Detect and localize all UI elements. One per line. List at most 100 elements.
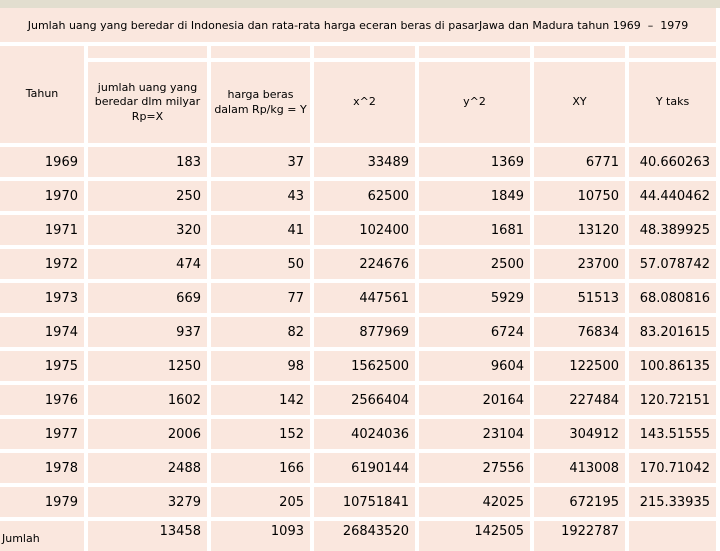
year-cell[interactable]: 1973 [0, 283, 84, 313]
year-cell[interactable]: 1971 [0, 215, 84, 245]
value-cell[interactable]: 23104 [419, 419, 530, 449]
value-cell[interactable]: 4024036 [314, 419, 415, 449]
value-cell[interactable]: 320 [88, 215, 207, 245]
value-cell[interactable]: 10750 [534, 181, 625, 211]
value-cell[interactable]: 120.72151 [629, 385, 716, 415]
value-cell[interactable]: 44.440462 [629, 181, 716, 211]
spacer-cell[interactable] [534, 46, 625, 58]
value-cell[interactable]: 40.660263 [629, 147, 716, 177]
value-cell[interactable]: 50 [211, 249, 310, 279]
value-cell[interactable]: 98 [211, 351, 310, 381]
value-cell[interactable]: 77 [211, 283, 310, 313]
value-cell[interactable]: 3279 [88, 487, 207, 517]
value-cell[interactable]: 183 [88, 147, 207, 177]
year-cell[interactable]: 1977 [0, 419, 84, 449]
value-cell[interactable]: 1602 [88, 385, 207, 415]
spacer-cell[interactable] [88, 46, 207, 58]
value-cell[interactable]: 2488 [88, 453, 207, 483]
value-cell[interactable]: 68.080816 [629, 283, 716, 313]
value-cell[interactable]: 474 [88, 249, 207, 279]
value-cell[interactable]: 37 [211, 147, 310, 177]
value-cell[interactable]: 152 [211, 419, 310, 449]
value-cell[interactable]: 20164 [419, 385, 530, 415]
value-cell[interactable]: 142505 [419, 521, 530, 551]
value-cell[interactable]: 6190144 [314, 453, 415, 483]
value-cell[interactable]: 57.078742 [629, 249, 716, 279]
spacer-cell[interactable] [419, 46, 530, 58]
spacer-cell[interactable] [211, 46, 310, 58]
spacer-cell[interactable] [629, 46, 716, 58]
total-label-cell[interactable]: Jumlah [0, 521, 84, 551]
value-cell[interactable]: 100.86135 [629, 351, 716, 381]
value-cell[interactable]: 1681 [419, 215, 530, 245]
year-cell[interactable]: 1975 [0, 351, 84, 381]
header-cell-y-taks[interactable]: Y taks [629, 62, 716, 143]
top-margin-strip [0, 0, 720, 8]
value-cell[interactable]: 170.71042 [629, 453, 716, 483]
value-cell[interactable]: 2006 [88, 419, 207, 449]
value-cell[interactable]: 9604 [419, 351, 530, 381]
value-cell[interactable]: 27556 [419, 453, 530, 483]
value-cell[interactable]: 1562500 [314, 351, 415, 381]
value-cell[interactable]: 41 [211, 215, 310, 245]
value-cell[interactable]: 224676 [314, 249, 415, 279]
header-cell-y[interactable]: harga beras dalam Rp/kg = Y [211, 62, 310, 143]
value-cell[interactable]: 13458 [88, 521, 207, 551]
value-cell[interactable]: 122500 [534, 351, 625, 381]
value-cell[interactable]: 43 [211, 181, 310, 211]
header-cell-x[interactable]: jumlah uang yang beredar dlm milyar Rp=X [88, 62, 207, 143]
value-cell[interactable]: 33489 [314, 147, 415, 177]
value-cell[interactable]: 48.389925 [629, 215, 716, 245]
value-cell[interactable]: 250 [88, 181, 207, 211]
value-cell[interactable]: 1250 [88, 351, 207, 381]
header-cell-y-squared[interactable]: y^2 [419, 62, 530, 143]
value-cell[interactable]: 166 [211, 453, 310, 483]
year-cell[interactable]: 1974 [0, 317, 84, 347]
value-cell[interactable] [629, 521, 716, 551]
value-cell[interactable]: 1369 [419, 147, 530, 177]
year-cell[interactable]: 1979 [0, 487, 84, 517]
value-cell[interactable]: 83.201615 [629, 317, 716, 347]
value-cell[interactable]: 447561 [314, 283, 415, 313]
spacer-cell[interactable] [314, 46, 415, 58]
value-cell[interactable]: 82 [211, 317, 310, 347]
table-title-cell[interactable]: Jumlah uang yang beredar di Indonesia da… [0, 8, 716, 42]
value-cell[interactable]: 937 [88, 317, 207, 347]
value-cell[interactable]: 1849 [419, 181, 530, 211]
year-cell[interactable]: 1970 [0, 181, 84, 211]
value-cell[interactable]: 205 [211, 487, 310, 517]
value-cell[interactable]: 76834 [534, 317, 625, 347]
value-cell[interactable]: 877969 [314, 317, 415, 347]
value-cell[interactable]: 143.51555 [629, 419, 716, 449]
value-cell[interactable]: 215.33935 [629, 487, 716, 517]
value-cell[interactable]: 2566404 [314, 385, 415, 415]
header-cell-x-squared[interactable]: x^2 [314, 62, 415, 143]
header-cell-xy[interactable]: XY [534, 62, 625, 143]
value-cell[interactable]: 13120 [534, 215, 625, 245]
year-cell[interactable]: 1978 [0, 453, 84, 483]
value-cell[interactable]: 672195 [534, 487, 625, 517]
value-cell[interactable]: 10751841 [314, 487, 415, 517]
value-cell[interactable]: 23700 [534, 249, 625, 279]
year-cell[interactable]: 1969 [0, 147, 84, 177]
value-cell[interactable]: 142 [211, 385, 310, 415]
value-cell[interactable]: 1922787 [534, 521, 625, 551]
value-cell[interactable]: 42025 [419, 487, 530, 517]
value-cell[interactable]: 102400 [314, 215, 415, 245]
value-cell[interactable]: 26843520 [314, 521, 415, 551]
year-cell[interactable]: 1972 [0, 249, 84, 279]
value-cell[interactable]: 304912 [534, 419, 625, 449]
value-cell[interactable]: 6724 [419, 317, 530, 347]
data-table: Jumlah uang yang beredar di Indonesia da… [0, 8, 716, 551]
value-cell[interactable]: 1093 [211, 521, 310, 551]
value-cell[interactable]: 669 [88, 283, 207, 313]
header-cell-tahun[interactable]: Tahun [0, 46, 84, 143]
value-cell[interactable]: 2500 [419, 249, 530, 279]
value-cell[interactable]: 6771 [534, 147, 625, 177]
value-cell[interactable]: 227484 [534, 385, 625, 415]
value-cell[interactable]: 5929 [419, 283, 530, 313]
value-cell[interactable]: 62500 [314, 181, 415, 211]
year-cell[interactable]: 1976 [0, 385, 84, 415]
value-cell[interactable]: 51513 [534, 283, 625, 313]
value-cell[interactable]: 413008 [534, 453, 625, 483]
